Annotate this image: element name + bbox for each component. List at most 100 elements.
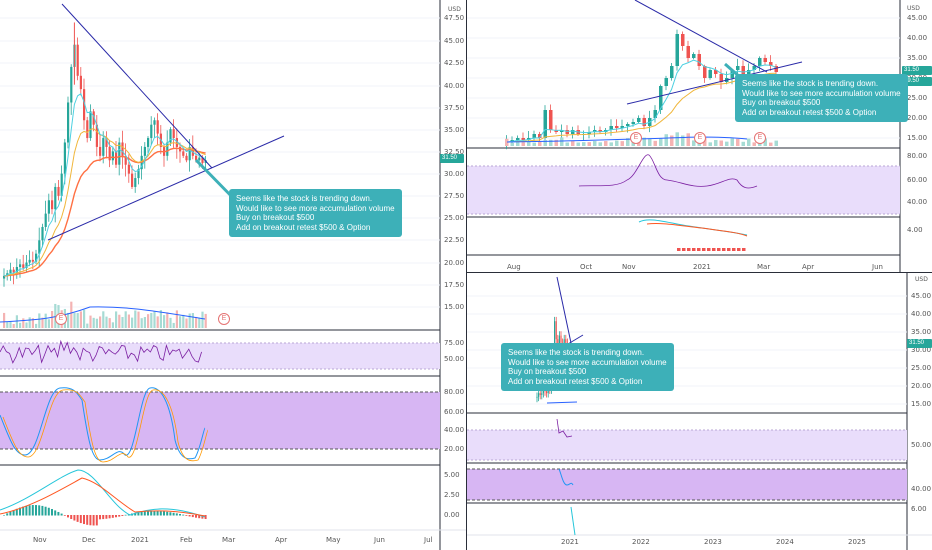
secondary-price-badge: 29.50 [902,77,932,86]
pane-divider[interactable] [466,0,467,550]
volume-bar [159,310,162,328]
note-line: Buy on breakout $500 [236,213,315,223]
candle-body [12,269,15,273]
earnings-marker[interactable]: E [55,313,67,325]
volume-bar [121,317,124,328]
macd-histogram-bar [76,515,79,522]
macd-line [0,469,206,518]
volume-bar [675,132,679,146]
macd-histogram-bar [717,248,721,251]
candle-body [137,169,140,179]
trade-note[interactable]: Seems like the stock is trending down. W… [735,74,908,123]
candle-body [587,132,591,134]
candle-body [188,146,191,161]
volume-bar [681,135,685,146]
macd-histogram-bar [682,248,686,251]
candle-body [774,66,778,72]
candle-body [47,200,50,214]
volume-bar [131,317,134,328]
left-chart-canvas[interactable] [0,0,466,550]
volume-bar [642,137,646,146]
axis-tick-label: 40.00 [907,198,928,206]
candle-body [124,155,127,165]
stochastic-band [0,392,440,449]
candle-body [153,120,156,125]
ma-slow-line [506,72,777,143]
earnings-marker[interactable]: E [694,132,706,144]
macd-histogram-bar [35,505,37,516]
macd-histogram-bar [191,515,194,518]
macd-histogram-bar [677,248,681,251]
volume-bar [118,314,121,328]
volume-bar [134,310,137,328]
axis-tick-label: 20.00 [444,445,465,453]
candle-body [9,269,12,274]
macd-histogram-bar [44,506,47,516]
volume-bar [79,311,82,328]
bottom-right-chart[interactable]: USD 45.00 40.00 35.00 30.00 25.00 20.00 15.00 … [467,273,932,550]
axis-tick-label: Jun [374,536,385,544]
axis-tick-label: 25.00 [911,364,932,372]
rsi-band [467,166,900,214]
volume-bar [35,323,38,328]
earnings-marker[interactable]: E [630,132,642,144]
volume-bar [95,318,98,328]
candle-body [19,264,22,267]
candle-body [714,70,718,74]
macd-histogram-bar [25,505,28,516]
macd-histogram-bar [41,505,44,516]
axis-tick-label: Jul [424,536,433,544]
top-right-chart[interactable]: USD 45.0040.0035.0030.0025.0020.0015.00 … [467,0,932,272]
bottom-right-chart-canvas[interactable] [467,273,932,550]
candle-body [95,124,98,147]
note-line: Buy on breakout $500 [508,367,587,377]
top-right-chart-canvas[interactable] [467,0,932,272]
earnings-marker[interactable]: E [754,132,766,144]
macd-histogram-bar [115,515,117,518]
candle-body [736,66,740,70]
macd-histogram-bar [3,515,5,516]
volume-bar [124,311,127,328]
uptrend-line [47,135,285,241]
macd-histogram-bar [153,511,156,516]
volume-bar [150,312,153,328]
candle-body [175,138,178,147]
macd-histogram-bar [179,513,181,516]
macd-histogram-bar [89,515,92,526]
volume-bar [22,318,25,328]
axis-tick-label: 50.00 [911,441,932,449]
axis-tick-label: 30.00 [911,346,932,354]
axis-tick-label: Apr [275,536,288,544]
volume-bar [99,316,102,328]
stoch-d-line [2,389,209,463]
trade-note[interactable]: Seems like the stock is trending down. W… [501,343,674,392]
left-chart[interactable]: USD 47.50 45.00 42.50 40.00 37.50 35.00 32.50 3… [0,0,466,550]
candle-body [571,130,575,134]
volume-bar [620,141,624,146]
axis-tick-label: 47.50 [444,14,465,22]
volume-bar [565,142,569,146]
candle-body [620,126,624,128]
axis-tick-label: 2021 [131,536,149,544]
candle-body [664,78,668,86]
earnings-marker[interactable]: E [218,313,230,325]
axis-tick-label: 22.50 [444,236,465,244]
macd-histogram-bar [143,511,146,516]
candle-body [131,173,134,187]
candle-body [543,110,547,138]
macd-histogram-bar [63,515,66,516]
axis-tick-label: 4.00 [907,226,923,234]
candle-body [708,70,712,78]
macd-histogram-bar [150,511,153,516]
axis-tick-label: 32.50 [444,148,465,156]
stoch-k-line [0,387,206,461]
trade-note[interactable]: Seems like the stock is trending down. W… [229,189,402,238]
pane-divider[interactable] [467,272,932,273]
axis-tick-label: 40.00 [911,310,932,318]
candle-body [549,110,553,130]
candle-body [752,66,756,70]
candle-body [22,264,25,268]
macd-histogram-bar [687,248,691,251]
volume-bar [686,133,690,146]
macd-histogram-bar [9,511,12,516]
